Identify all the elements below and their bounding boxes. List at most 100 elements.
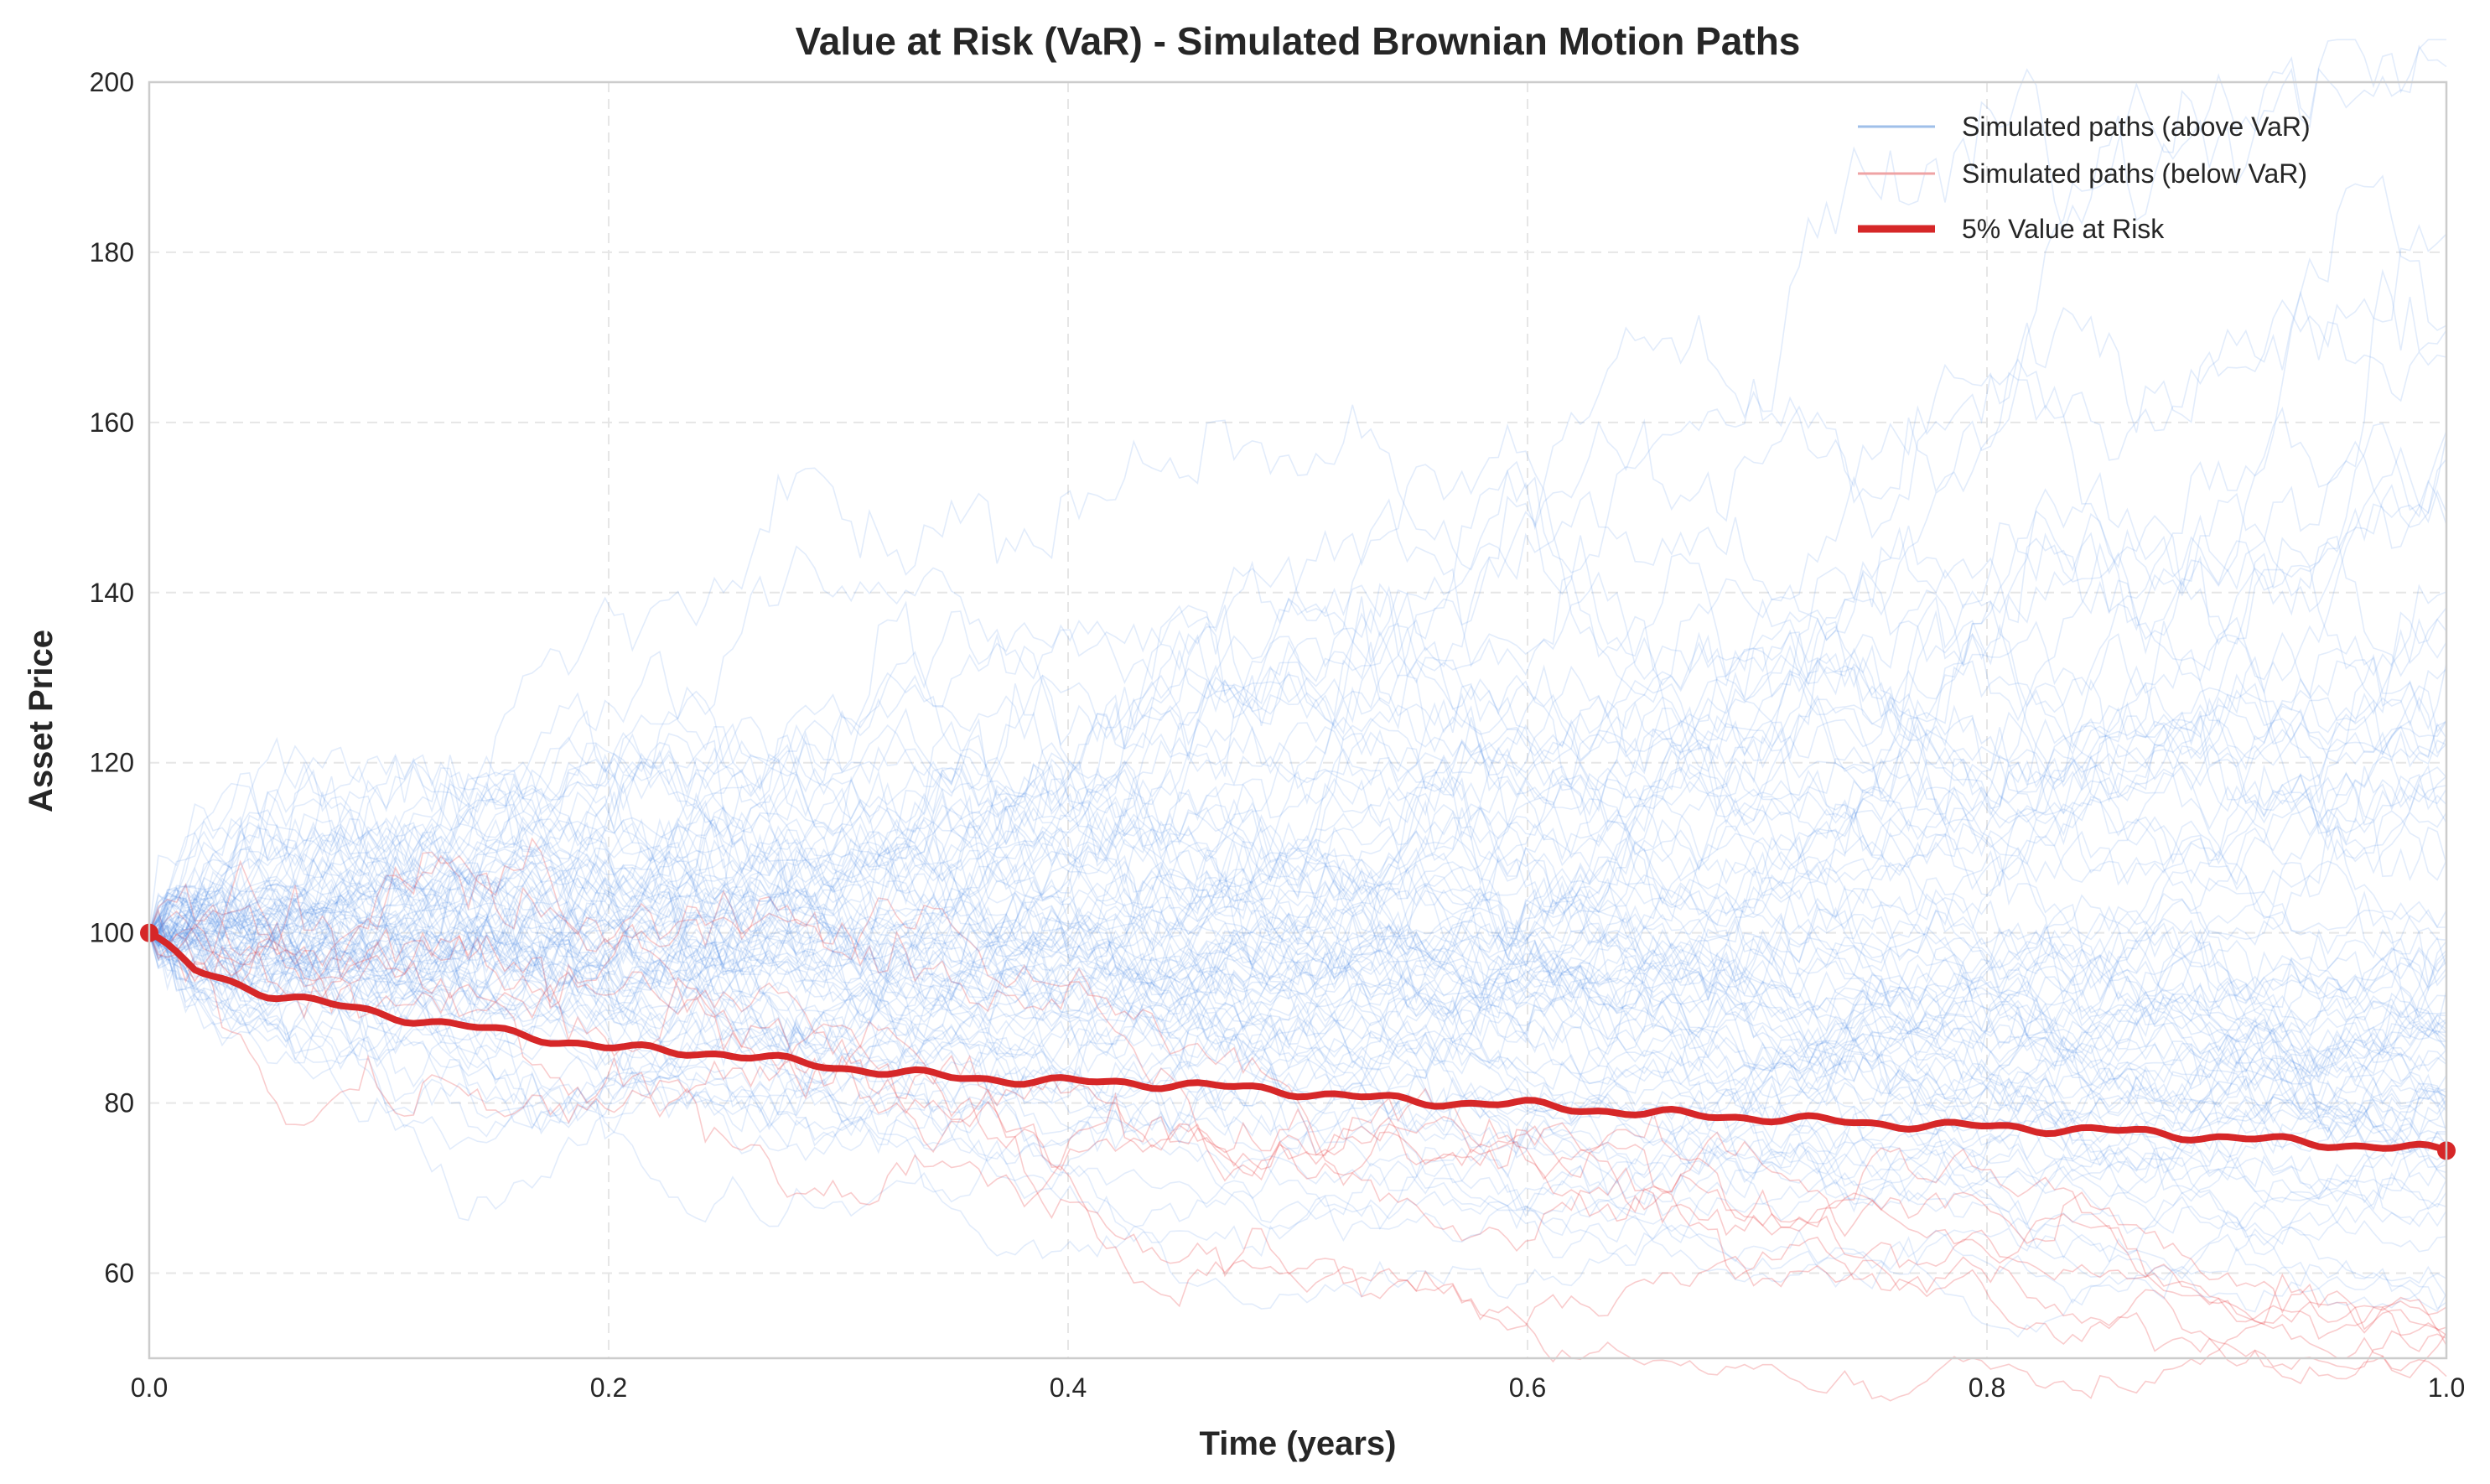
- simulated-path-above: [148, 39, 2446, 980]
- legend-label-above: Simulated paths (above VaR): [1962, 112, 2311, 142]
- simulated-path-above: [148, 902, 2447, 1081]
- simulated-path-above: [148, 619, 2447, 1041]
- simulated-path-below: [148, 932, 2447, 1346]
- y-tick-label: 100: [90, 918, 134, 948]
- simulated-path-below: [148, 885, 2447, 1326]
- simulated-path-above: [148, 925, 2447, 1159]
- simulated-path-above: [148, 512, 2447, 1075]
- simulated-path-above: [148, 931, 2447, 1231]
- simulated-path-above: [148, 598, 2447, 1038]
- simulated-path-above: [148, 932, 2447, 1245]
- simulated-paths: [148, 39, 2447, 1402]
- simulated-path-above: [148, 870, 2447, 1226]
- simulated-path-above: [148, 584, 2447, 1023]
- simulated-path-above: [148, 885, 2447, 1210]
- simulated-path-above: [148, 878, 2447, 1228]
- simulated-path-above: [148, 268, 2447, 954]
- simulated-path-above: [148, 870, 2447, 1175]
- simulated-path-above: [148, 932, 2447, 1223]
- simulated-path-above: [148, 810, 2447, 1115]
- x-tick-label: 0.8: [1969, 1372, 2005, 1403]
- chart-title: Value at Risk (VaR) - Simulated Brownian…: [796, 19, 1801, 63]
- simulated-path-above: [148, 932, 2447, 1338]
- simulated-path-above: [148, 786, 2447, 1037]
- simulated-path-above: [148, 704, 2447, 1006]
- simulated-path-above: [148, 810, 2447, 1084]
- simulated-path-above: [148, 635, 2447, 1022]
- grid-layer: [149, 81, 2446, 1358]
- simulated-path-above: [148, 889, 2447, 1133]
- simulated-path-above: [148, 703, 2447, 1060]
- legend-label-below: Simulated paths (below VaR): [1962, 158, 2307, 189]
- simulated-path-above: [148, 636, 2447, 981]
- y-tick-label: 80: [104, 1088, 134, 1118]
- y-tick-label: 140: [90, 578, 134, 608]
- simulated-path-above: [148, 890, 2447, 1141]
- y-axis-label: Asset Price: [23, 630, 60, 812]
- simulated-path-above: [148, 816, 2447, 1107]
- simulated-path-above: [148, 848, 2447, 1127]
- simulated-path-above: [148, 724, 2447, 985]
- y-tick-label: 120: [90, 748, 134, 778]
- simulated-path-above: [148, 618, 2447, 1058]
- x-tick-label: 0.6: [1509, 1372, 1546, 1403]
- simulated-path-below: [148, 837, 2447, 1378]
- simulated-path-above: [148, 746, 2447, 997]
- x-tick-label: 0.0: [131, 1372, 168, 1403]
- simulated-path-above: [148, 884, 2447, 1211]
- simulated-path-above: [148, 224, 2447, 937]
- simulated-path-above: [148, 853, 2447, 1200]
- simulated-path-above: [148, 921, 2447, 1260]
- simulated-path-above: [148, 656, 2447, 990]
- simulated-path-above: [148, 797, 2447, 1150]
- simulated-path-above: [148, 860, 2447, 1145]
- simulated-path-above: [148, 458, 2447, 1001]
- simulated-path-above: [148, 924, 2447, 1313]
- simulated-path-above: [148, 782, 2447, 1217]
- simulated-path-above: [148, 802, 2447, 1133]
- simulated-path-above: [148, 737, 2447, 1129]
- simulated-path-above: [148, 872, 2447, 1195]
- simulated-path-above: [148, 830, 2447, 1177]
- simulated-path-below: [148, 904, 2447, 1340]
- simulated-path-above: [148, 766, 2447, 1081]
- simulated-path-above: [148, 856, 2447, 1175]
- simulated-path-above: [148, 651, 2447, 1134]
- simulated-path-above: [148, 932, 2447, 1237]
- simulated-path-above: [148, 708, 2447, 985]
- simulated-path-above: [148, 904, 2447, 1310]
- y-tick-label: 160: [90, 407, 134, 438]
- simulated-path-above: [148, 861, 2447, 1229]
- simulated-path-above: [148, 893, 2447, 1309]
- simulated-path-above: [148, 772, 2447, 1010]
- simulated-path-above: [148, 916, 2447, 1165]
- simulated-path-above: [148, 423, 2447, 933]
- simulated-path-above: [148, 818, 2447, 1101]
- simulated-path-below: [148, 854, 2447, 1385]
- legend-label-var: 5% Value at Risk: [1962, 214, 2165, 244]
- simulated-path-above: [148, 758, 2447, 1043]
- simulated-path-above: [148, 510, 2447, 1070]
- simulated-path-above: [148, 916, 2447, 1144]
- simulated-path-above: [148, 928, 2447, 1153]
- simulated-path-below: [148, 882, 2447, 1402]
- y-tick-label: 200: [90, 67, 134, 97]
- simulated-path-above: [148, 511, 2447, 980]
- simulated-path-above: [148, 637, 2447, 974]
- x-axis-label: Time (years): [1200, 1425, 1397, 1462]
- simulated-path-above: [148, 765, 2447, 1056]
- simulated-path-above: [148, 44, 2447, 934]
- simulated-path-above: [148, 678, 2447, 1100]
- simulated-path-above: [148, 868, 2447, 1101]
- y-tick-label: 60: [104, 1258, 134, 1289]
- simulated-path-above: [148, 823, 2447, 1312]
- simulated-path-above: [148, 855, 2447, 1174]
- simulated-path-above: [148, 916, 2447, 1144]
- plot-frame: [148, 80, 2448, 1360]
- x-tick-label: 0.2: [590, 1372, 627, 1403]
- simulated-path-above: [148, 436, 2447, 964]
- simulated-path-above: [148, 685, 2447, 1065]
- simulated-path-above: [148, 863, 2447, 1222]
- simulated-path-below: [148, 923, 2447, 1371]
